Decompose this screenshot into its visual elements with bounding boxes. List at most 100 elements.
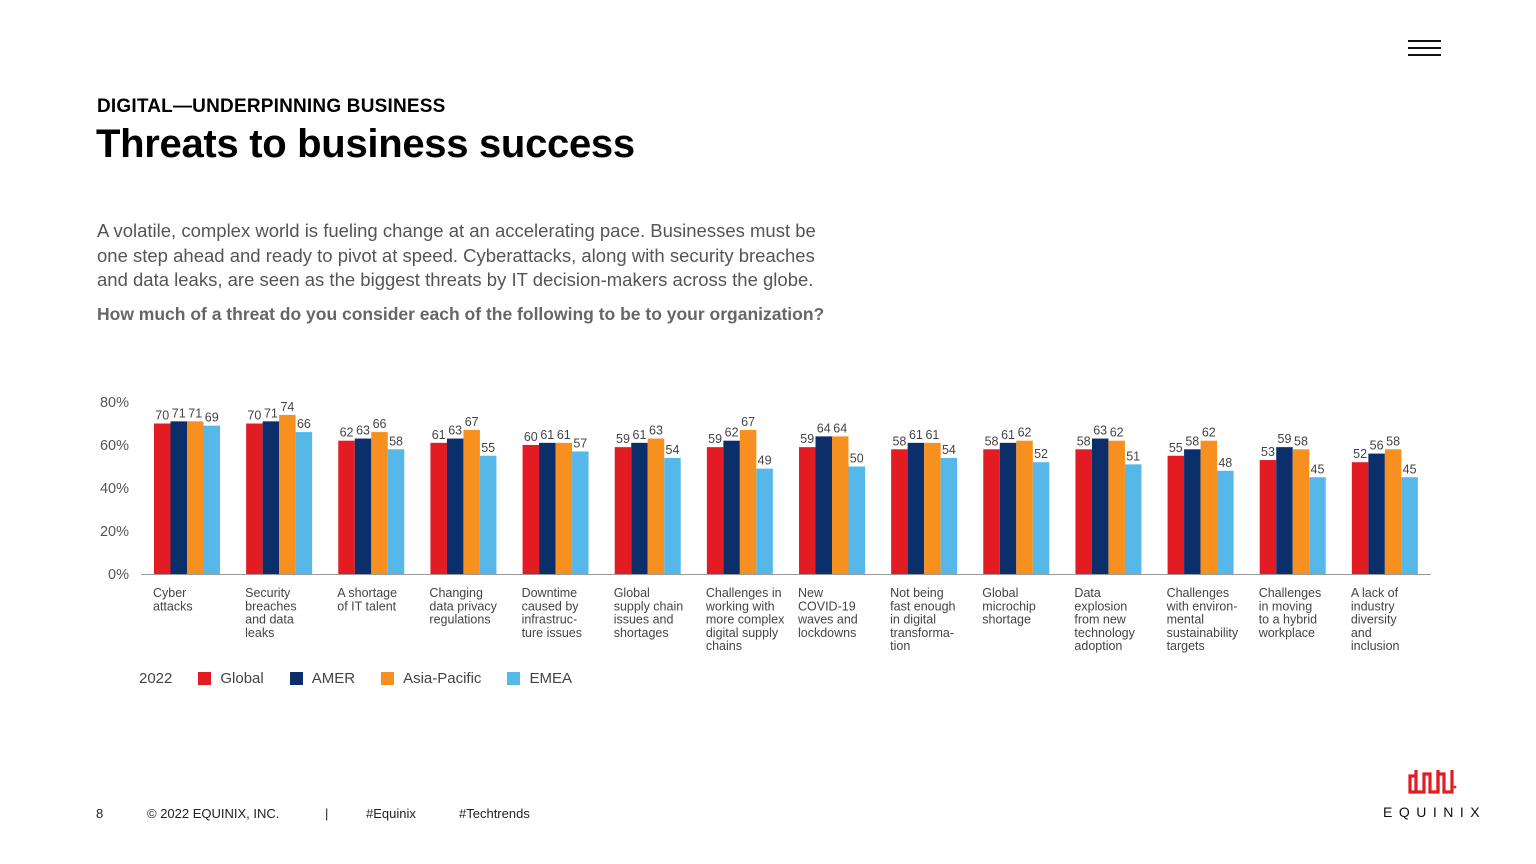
x-category-label: chains bbox=[706, 639, 742, 653]
data-label: 50 bbox=[850, 452, 864, 466]
x-category-label: supply chain bbox=[614, 599, 684, 613]
intro-line: and data leaks, are seen as the biggest … bbox=[97, 269, 814, 290]
bar-amer bbox=[907, 442, 925, 574]
legend-item-emea: EMEA bbox=[507, 670, 572, 687]
data-label: 45 bbox=[1403, 462, 1417, 476]
bar-global bbox=[338, 440, 355, 574]
chart-legend: 2022 Global AMER Asia-Pacific EMEA bbox=[139, 668, 598, 688]
legend-label: Asia-Pacific bbox=[403, 669, 482, 687]
bar-global bbox=[522, 445, 540, 574]
data-label: 53 bbox=[1261, 445, 1275, 459]
y-tick-label: 40% bbox=[100, 481, 129, 497]
data-label: 55 bbox=[481, 441, 495, 455]
x-category-label: A shortage bbox=[337, 586, 397, 600]
x-category-label: Challenges bbox=[1259, 586, 1322, 600]
data-label: 62 bbox=[1018, 426, 1032, 440]
bar-global bbox=[154, 423, 171, 574]
data-label: 61 bbox=[633, 428, 647, 442]
bar-asia-pacific bbox=[555, 442, 573, 574]
bar-asia-pacific bbox=[1016, 440, 1033, 574]
data-label: 67 bbox=[465, 415, 479, 429]
x-category-label: in digital bbox=[890, 613, 936, 627]
bar-emea bbox=[203, 425, 220, 574]
x-category-label: technology bbox=[1074, 626, 1135, 640]
data-label: 63 bbox=[448, 424, 462, 438]
x-category-label: explosion bbox=[1074, 599, 1127, 613]
data-label: 70 bbox=[155, 409, 169, 423]
data-label: 55 bbox=[1169, 441, 1183, 455]
hamburger-menu-icon[interactable] bbox=[1408, 40, 1441, 58]
x-category-label: mental bbox=[1167, 613, 1205, 627]
intro-paragraph: A volatile, complex world is fueling cha… bbox=[97, 219, 937, 293]
data-label: 52 bbox=[1034, 447, 1048, 461]
page-title: Threats to business success bbox=[96, 122, 635, 166]
bar-asia-pacific bbox=[1292, 449, 1310, 574]
data-label: 69 bbox=[205, 411, 219, 425]
footer-hashtag-equinix[interactable]: #Equinix bbox=[366, 806, 416, 821]
data-label: 60 bbox=[524, 430, 538, 444]
bar-amer bbox=[539, 442, 556, 574]
legend-swatch-global bbox=[198, 671, 212, 685]
bar-global bbox=[1167, 455, 1185, 574]
x-category-label: Data bbox=[1074, 586, 1100, 600]
bar-asia-pacific bbox=[1108, 440, 1125, 574]
data-label: 58 bbox=[892, 434, 906, 448]
data-label: 57 bbox=[573, 436, 587, 450]
data-label: 52 bbox=[1353, 447, 1367, 461]
bar-amer bbox=[999, 442, 1017, 574]
x-category-label: and data bbox=[245, 613, 294, 627]
bar-global bbox=[799, 447, 816, 574]
data-label: 63 bbox=[356, 424, 370, 438]
data-label: 54 bbox=[666, 443, 680, 457]
x-category-label: adoption bbox=[1074, 639, 1122, 653]
data-label: 61 bbox=[1001, 428, 1015, 442]
bar-emea bbox=[1309, 477, 1326, 574]
x-category-label: workplace bbox=[1258, 626, 1315, 640]
x-category-label: attacks bbox=[153, 599, 193, 613]
x-category-label: diversity bbox=[1351, 613, 1398, 627]
y-tick-label: 0% bbox=[108, 567, 129, 583]
intro-line: one step ahead and ready to pivot at spe… bbox=[97, 244, 815, 266]
x-category-label: tion bbox=[890, 639, 910, 653]
bar-emea bbox=[479, 455, 497, 574]
data-label: 59 bbox=[1278, 432, 1292, 446]
data-label: 70 bbox=[247, 409, 261, 423]
bar-asia-pacific bbox=[371, 432, 388, 574]
bar-emea bbox=[848, 466, 865, 574]
bar-amer bbox=[446, 438, 464, 574]
bar-amer bbox=[1091, 438, 1109, 574]
y-tick-label: 60% bbox=[100, 438, 129, 454]
bar-asia-pacific bbox=[279, 414, 296, 574]
data-label: 58 bbox=[985, 434, 999, 448]
bar-global bbox=[706, 447, 724, 574]
bar-amer bbox=[170, 421, 187, 574]
bar-amer bbox=[723, 440, 740, 574]
x-category-label: Global bbox=[614, 586, 650, 600]
x-category-label: of IT talent bbox=[337, 599, 396, 613]
bar-emea bbox=[1032, 462, 1050, 574]
x-category-label: targets bbox=[1167, 639, 1205, 653]
data-label: 45 bbox=[1311, 462, 1325, 476]
data-label: 66 bbox=[297, 417, 311, 431]
data-label: 54 bbox=[942, 443, 956, 457]
x-category-label: regulations bbox=[429, 613, 490, 627]
data-label: 62 bbox=[340, 426, 354, 440]
y-tick-label: 80% bbox=[100, 395, 129, 411]
bar-amer bbox=[1368, 453, 1385, 574]
bar-emea bbox=[1124, 464, 1142, 574]
equinix-logo-text: EQUINIX bbox=[1383, 804, 1487, 820]
data-label: 64 bbox=[833, 421, 847, 435]
x-category-label: Cyber bbox=[153, 586, 186, 600]
data-label: 66 bbox=[373, 417, 387, 431]
x-category-label: sustainability bbox=[1167, 626, 1239, 640]
x-category-label: issues and bbox=[614, 613, 674, 627]
equinix-logo-icon bbox=[1408, 770, 1457, 794]
bar-asia-pacific bbox=[832, 436, 849, 574]
legend-swatch-emea bbox=[507, 671, 521, 685]
x-category-label: working with bbox=[705, 599, 775, 613]
bar-global bbox=[246, 423, 263, 574]
bar-amer bbox=[1184, 449, 1201, 574]
bar-asia-pacific bbox=[924, 442, 941, 574]
footer-hashtag-techtrends[interactable]: #Techtrends bbox=[459, 806, 530, 821]
